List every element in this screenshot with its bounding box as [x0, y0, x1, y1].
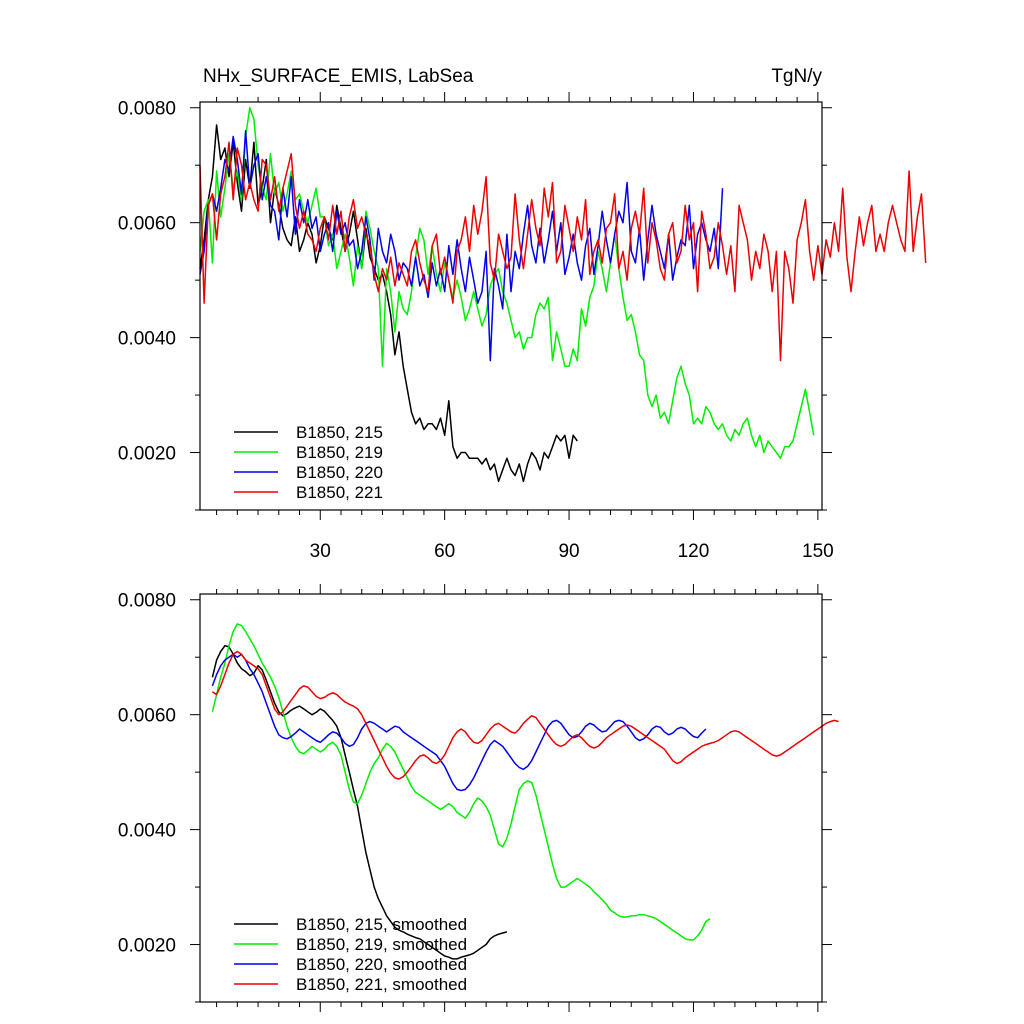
top-panel-units: TgN/y [771, 66, 822, 87]
top-series-line-4 [199, 141, 927, 362]
bottom-series-line-1 [211, 644, 508, 960]
top-series-line-3 [199, 129, 724, 362]
bottom-legend-label: B1850, 221, smoothed [296, 975, 467, 994]
top-panel-ticks: 0.0020 0.0040 0.0060 0.0080 30 60 90 120 150 [118, 92, 834, 562]
top-panel-frame [199, 101, 823, 511]
top-y-tick-label: 0.0040 [118, 329, 176, 350]
top-legend-label: B1850, 219 [296, 443, 383, 462]
top-legend-label: B1850, 220 [296, 463, 383, 482]
bottom-y-tick-label: 0.0040 [118, 821, 176, 842]
top-legend-label: B1850, 215 [296, 423, 383, 442]
bottom-legend-label: B1850, 219, smoothed [296, 935, 467, 954]
bottom-y-tick-label: 0.0080 [118, 591, 176, 612]
top-x-tick-label: 30 [310, 541, 331, 562]
bottom-legend-label: B1850, 220, smoothed [296, 955, 467, 974]
bottom-series-line-3 [211, 653, 707, 792]
top-legend-label: B1850, 221 [296, 483, 383, 502]
top-panel: NHx_SURFACE_EMIS, LabSea TgN/y 0.00200.0… [118, 66, 927, 562]
top-y-tick-label: 0.0020 [118, 444, 176, 465]
top-x-tick-label: 90 [558, 541, 579, 562]
top-panel-title: NHx_SURFACE_EMIS, LabSea [203, 66, 474, 87]
bottom-panel-series-layer [211, 623, 839, 960]
bottom-panel-ticks: 0.0020 0.0040 0.0060 0.0080 [118, 584, 832, 1012]
bottom-series-line-2 [211, 623, 711, 941]
top-series-line-1 [199, 124, 578, 483]
bottom-series-line-4 [211, 650, 839, 780]
bottom-y-tick-label: 0.0060 [118, 706, 176, 727]
top-y-tick-label: 0.0060 [118, 214, 176, 235]
bottom-panel-frame [199, 593, 823, 1003]
top-x-tick-label: 120 [678, 541, 710, 562]
bottom-panel: 0.0020 0.0040 0.0060 0.0080 B1850, 215, smo… [118, 584, 839, 1012]
top-x-tick-label: 150 [802, 541, 834, 562]
top-series-line-2 [199, 106, 815, 460]
bottom-legend-label: B1850, 215, smoothed [296, 915, 467, 934]
top-x-tick-label: 60 [434, 541, 455, 562]
bottom-y-tick-label: 0.0020 [118, 936, 176, 957]
top-panel-series-layer [199, 106, 927, 483]
top-y-tick-label: 0.0080 [118, 99, 176, 120]
